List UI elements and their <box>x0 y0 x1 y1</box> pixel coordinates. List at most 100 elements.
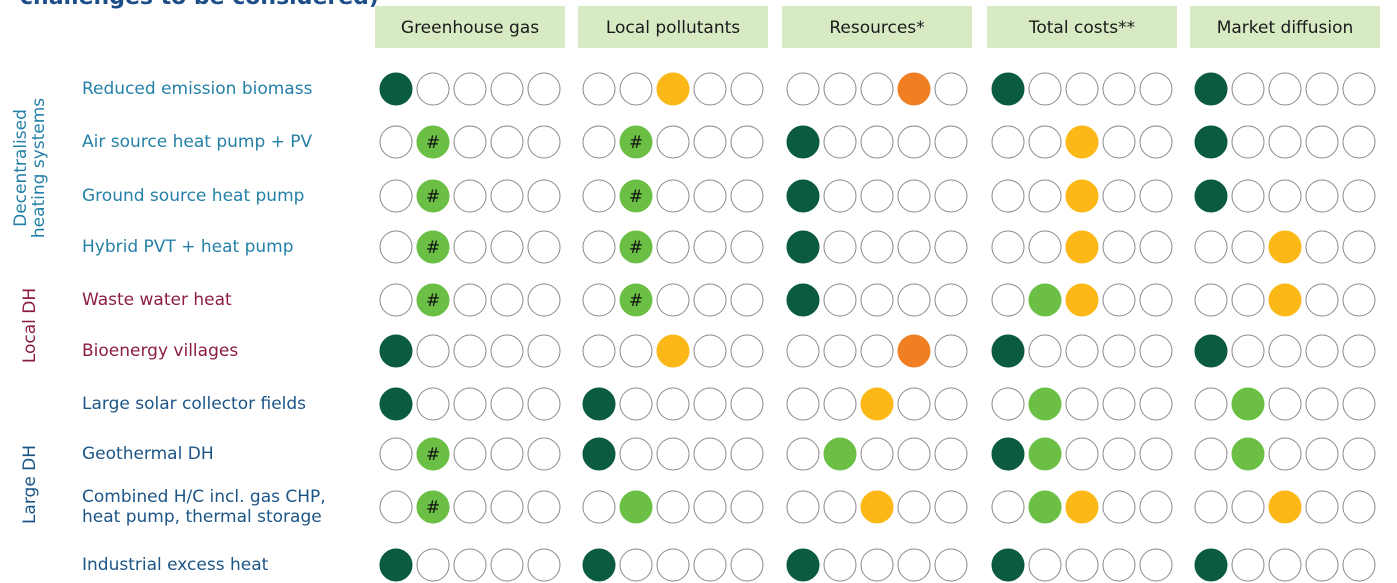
rating-dot <box>934 490 968 524</box>
rating-dot <box>1231 179 1265 213</box>
rating-dot <box>730 437 764 471</box>
rating-dot <box>490 283 524 317</box>
rating-dot <box>730 334 764 368</box>
rating-dot-filled <box>1065 490 1099 524</box>
rating-dot <box>1231 230 1265 264</box>
row-label: Air source heat pump + PV <box>82 132 313 152</box>
rating-dot-filled <box>1065 230 1099 264</box>
rating-dot <box>1139 334 1173 368</box>
rating-dot-filled <box>991 548 1025 582</box>
rating-dot <box>619 437 653 471</box>
rating-dot <box>1342 283 1376 317</box>
rating-dot <box>453 72 487 106</box>
title: challenges to be considered) <box>20 0 379 10</box>
rating-dot-filled <box>786 230 820 264</box>
rating-dot <box>1305 125 1339 159</box>
rating-dot <box>453 125 487 159</box>
rating-dot <box>1268 72 1302 106</box>
rating-dot-filled <box>991 72 1025 106</box>
rating-dot <box>1065 548 1099 582</box>
rating-dot <box>656 230 690 264</box>
rating-dot <box>693 72 727 106</box>
rating-dot <box>897 125 931 159</box>
rating-dot <box>991 283 1025 317</box>
rating-dot <box>527 72 561 106</box>
rating-dot-filled <box>1268 490 1302 524</box>
rating-dot <box>823 125 857 159</box>
rating-dot <box>897 490 931 524</box>
rating-dot-filled <box>1028 437 1062 471</box>
rating-dot <box>453 548 487 582</box>
rating-dot-filled <box>379 72 413 106</box>
rating-dot <box>1139 125 1173 159</box>
rating-dot-filled <box>1231 437 1265 471</box>
rating-dot <box>453 334 487 368</box>
rating-dot <box>1028 230 1062 264</box>
rating-dot <box>1231 283 1265 317</box>
column-header: Total costs** <box>1028 18 1135 38</box>
rating-dot <box>1268 437 1302 471</box>
rating-dot <box>656 125 690 159</box>
rating-dot <box>527 283 561 317</box>
rating-dot <box>1342 437 1376 471</box>
rating-dot <box>991 490 1025 524</box>
rating-dot <box>1231 334 1265 368</box>
rating-dot <box>1231 125 1265 159</box>
rating-dot <box>1139 490 1173 524</box>
rating-dot <box>786 387 820 421</box>
rating-dot <box>416 72 450 106</box>
rating-dot <box>1102 437 1136 471</box>
rating-dot <box>823 548 857 582</box>
rating-dot-filled <box>1028 283 1062 317</box>
rating-dot <box>897 437 931 471</box>
group-label: heating systems <box>29 98 49 238</box>
rating-dot <box>1342 548 1376 582</box>
rating-dot <box>490 179 524 213</box>
row-label: Ground source heat pump <box>82 186 304 206</box>
rating-dot <box>582 179 616 213</box>
rating-dot <box>1305 230 1339 264</box>
rating-dot <box>730 72 764 106</box>
rating-dot-filled <box>416 230 450 264</box>
rating-dot <box>1139 179 1173 213</box>
rating-dot <box>1102 334 1136 368</box>
rating-dot <box>1139 548 1173 582</box>
rating-dot <box>897 179 931 213</box>
rating-dot <box>656 437 690 471</box>
rating-dot-filled <box>1194 334 1228 368</box>
rating-dot <box>786 334 820 368</box>
rating-dot <box>527 179 561 213</box>
row-label: Geothermal DH <box>82 444 214 464</box>
rating-dot <box>1139 283 1173 317</box>
rating-dot-filled <box>1194 548 1228 582</box>
rating-dot <box>582 230 616 264</box>
rating-dot-filled <box>619 283 653 317</box>
rating-dot <box>527 548 561 582</box>
row-label: heat pump, thermal storage <box>82 507 322 527</box>
rating-dot <box>693 548 727 582</box>
rating-dot <box>897 230 931 264</box>
rating-dot-filled <box>1194 72 1228 106</box>
rating-dot <box>1102 283 1136 317</box>
rating-dot <box>1194 437 1228 471</box>
rating-dot <box>1268 334 1302 368</box>
rating-dot <box>991 179 1025 213</box>
rating-dot <box>490 548 524 582</box>
rating-dot <box>897 283 931 317</box>
rating-dot <box>527 230 561 264</box>
rating-dot <box>823 283 857 317</box>
rating-dot-filled <box>991 334 1025 368</box>
rating-dot-filled <box>619 179 653 213</box>
row-label: Industrial excess heat <box>82 555 269 575</box>
column-header: Resources* <box>829 18 924 38</box>
rating-dot <box>1139 72 1173 106</box>
rating-dot <box>1102 125 1136 159</box>
rating-dot <box>991 125 1025 159</box>
rating-dot-filled <box>416 179 450 213</box>
rating-dot-filled <box>619 125 653 159</box>
rating-dot-filled <box>786 548 820 582</box>
rating-dot <box>582 334 616 368</box>
dot-mark: # <box>426 445 440 465</box>
rating-dot-filled <box>379 334 413 368</box>
